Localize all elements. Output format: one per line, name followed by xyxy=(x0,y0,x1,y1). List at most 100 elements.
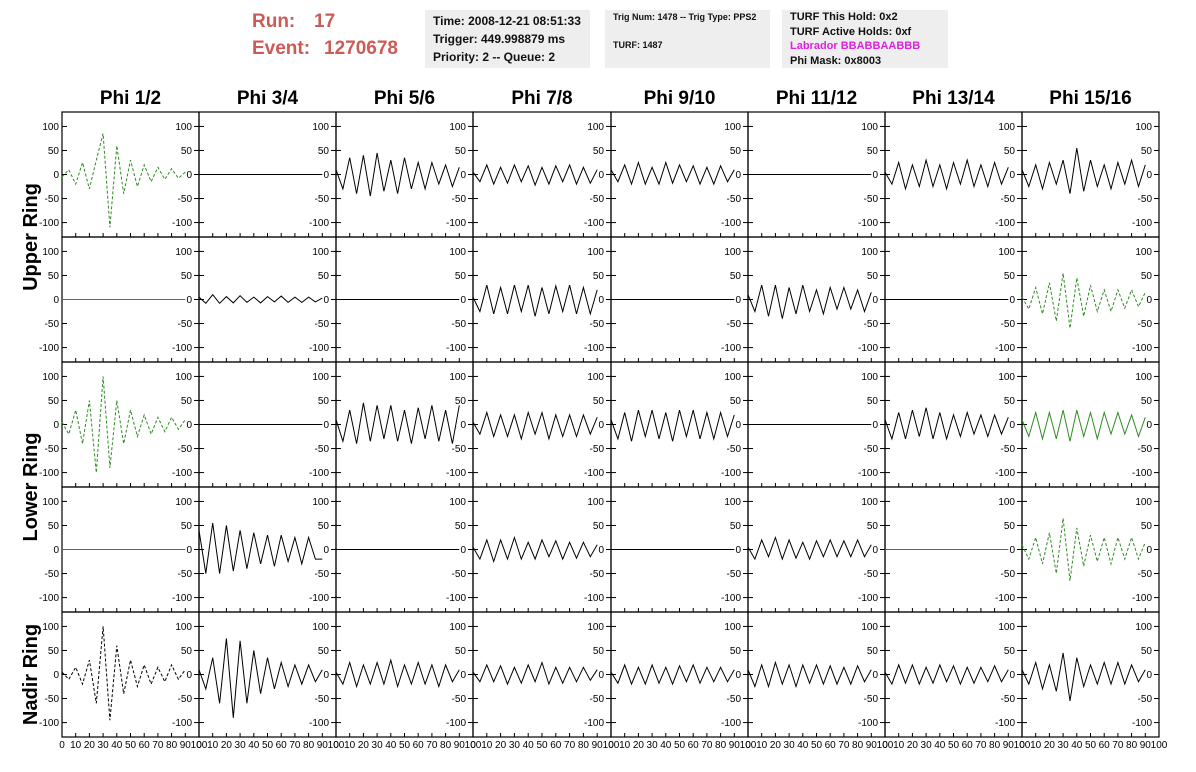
y-tick-label: 50 xyxy=(867,271,879,282)
y-tick-label: 50 xyxy=(1004,646,1016,657)
y-tick-label: 50 xyxy=(730,271,742,282)
y-tick-label: 100 xyxy=(724,372,741,383)
y-tick-label: -50 xyxy=(315,444,330,455)
waveform xyxy=(198,293,323,305)
x-tick-label: 70 xyxy=(838,740,850,751)
y-tick-label: 0 xyxy=(53,420,59,431)
run-number: 17 xyxy=(314,11,336,32)
y-tick-label: -50 xyxy=(452,694,467,705)
x-tick-label: 90 xyxy=(729,740,741,751)
y-tick-label: 0 xyxy=(872,170,878,181)
y-tick-label: -100 xyxy=(584,218,604,229)
y-tick-label: 0 xyxy=(1009,170,1015,181)
x-tick-label: 90 xyxy=(180,740,192,751)
column-header: Phi 15/16 xyxy=(1049,88,1131,109)
y-tick-label: -50 xyxy=(864,444,879,455)
y-tick-label: 0 xyxy=(872,545,878,556)
x-tick-label: 100 xyxy=(1151,740,1168,751)
y-tick-label: -50 xyxy=(590,569,605,580)
y-tick-label: 0 xyxy=(53,670,59,681)
x-tick-label: 10 xyxy=(1030,740,1042,751)
y-tick-label: -50 xyxy=(1001,569,1016,580)
y-tick-label: -100 xyxy=(309,468,329,479)
y-tick-label: -50 xyxy=(178,319,193,330)
y-tick-label: 0 xyxy=(1009,420,1015,431)
y-tick-label: 100 xyxy=(998,247,1015,258)
waveform xyxy=(198,523,323,574)
y-tick-label: -50 xyxy=(590,319,605,330)
y-tick-label: 0 xyxy=(735,545,741,556)
x-tick-label: 10 xyxy=(70,740,82,751)
y-tick-label: -100 xyxy=(172,468,192,479)
y-tick-label: -50 xyxy=(315,319,330,330)
trig-box: Trig Num: 1478 -- Trig Type: PPS2 TURF: … xyxy=(605,10,770,68)
x-tick-label: 80 xyxy=(166,740,178,751)
y-tick-label: 50 xyxy=(1141,146,1153,157)
y-tick-label: 100 xyxy=(998,122,1015,133)
y-tick-label: -100 xyxy=(1132,593,1152,604)
y-tick-label: -50 xyxy=(315,694,330,705)
waveform xyxy=(610,663,735,686)
y-tick-label: 100 xyxy=(1135,622,1152,633)
ring-label: Nadir Ring xyxy=(20,624,42,725)
y-tick-label: 100 xyxy=(587,372,604,383)
y-tick-label: 0 xyxy=(323,420,329,431)
y-tick-label: 100 xyxy=(724,497,741,508)
y-tick-label: 0 xyxy=(598,420,604,431)
y-tick-label: 0 xyxy=(460,670,466,681)
y-tick-label: -100 xyxy=(995,593,1015,604)
column-header: Phi 5/6 xyxy=(374,88,435,109)
y-tick-label: -50 xyxy=(1001,194,1016,205)
y-tick-label: 50 xyxy=(1004,271,1016,282)
x-tick-label: 80 xyxy=(1126,740,1138,751)
event-label: Event: xyxy=(252,38,311,59)
y-tick-label: 50 xyxy=(867,396,879,407)
x-tick-label: 80 xyxy=(989,740,1001,751)
x-tick-label: 60 xyxy=(1099,740,1111,751)
time: Time: 2008-12-21 08:51:33 xyxy=(433,14,581,28)
y-tick-label: -50 xyxy=(1001,694,1016,705)
turf-box: TURF This Hold: 0x2 TURF Active Holds: 0… xyxy=(782,10,948,68)
ring-label: Upper Ring xyxy=(20,183,42,291)
y-tick-label: -50 xyxy=(590,694,605,705)
turf-hold: TURF This Hold: 0x2 xyxy=(790,11,898,23)
y-tick-label: -100 xyxy=(721,468,741,479)
y-tick-label: 50 xyxy=(730,146,742,157)
y-tick-label: 0 xyxy=(1009,545,1015,556)
y-tick-label: 0 xyxy=(735,420,741,431)
time-box: Time: 2008-12-21 08:51:33 Trigger: 449.9… xyxy=(425,10,590,68)
x-tick-label: 50 xyxy=(536,740,548,751)
priority: Priority: 2 -- Queue: 2 xyxy=(433,50,556,64)
y-tick-label: -50 xyxy=(1138,319,1153,330)
y-tick-label: -100 xyxy=(172,718,192,729)
y-tick-label: 0 xyxy=(186,170,192,181)
x-tick-label: 0 xyxy=(196,740,202,751)
column-header: Phi 13/14 xyxy=(912,88,995,109)
y-tick-label: -50 xyxy=(727,569,742,580)
x-tick-label: 30 xyxy=(98,740,110,751)
y-tick-label: -100 xyxy=(446,593,466,604)
y-tick-label: 0 xyxy=(186,295,192,306)
waveform xyxy=(610,409,735,442)
y-tick-label: 50 xyxy=(593,396,605,407)
y-tick-label: 100 xyxy=(42,247,59,258)
y-tick-label: -100 xyxy=(721,343,741,354)
y-tick-label: -100 xyxy=(995,343,1015,354)
waveform xyxy=(1021,148,1146,194)
x-tick-label: 70 xyxy=(701,740,713,751)
x-tick-label: 70 xyxy=(1112,740,1124,751)
y-tick-label: 50 xyxy=(455,521,467,532)
y-tick-label: 0 xyxy=(598,670,604,681)
y-tick-label: 0 xyxy=(460,420,466,431)
y-tick-label: 100 xyxy=(1135,122,1152,133)
y-tick-label: -100 xyxy=(858,218,878,229)
y-tick-label: -100 xyxy=(995,468,1015,479)
y-tick-label: 50 xyxy=(48,521,60,532)
y-tick-label: 50 xyxy=(1141,396,1153,407)
y-tick-label: -50 xyxy=(178,569,193,580)
column-header: Phi 3/4 xyxy=(237,88,299,109)
y-tick-label: -50 xyxy=(590,444,605,455)
x-tick-label: 60 xyxy=(688,740,700,751)
y-tick-label: 0 xyxy=(1009,295,1015,306)
waveform xyxy=(884,158,1009,191)
